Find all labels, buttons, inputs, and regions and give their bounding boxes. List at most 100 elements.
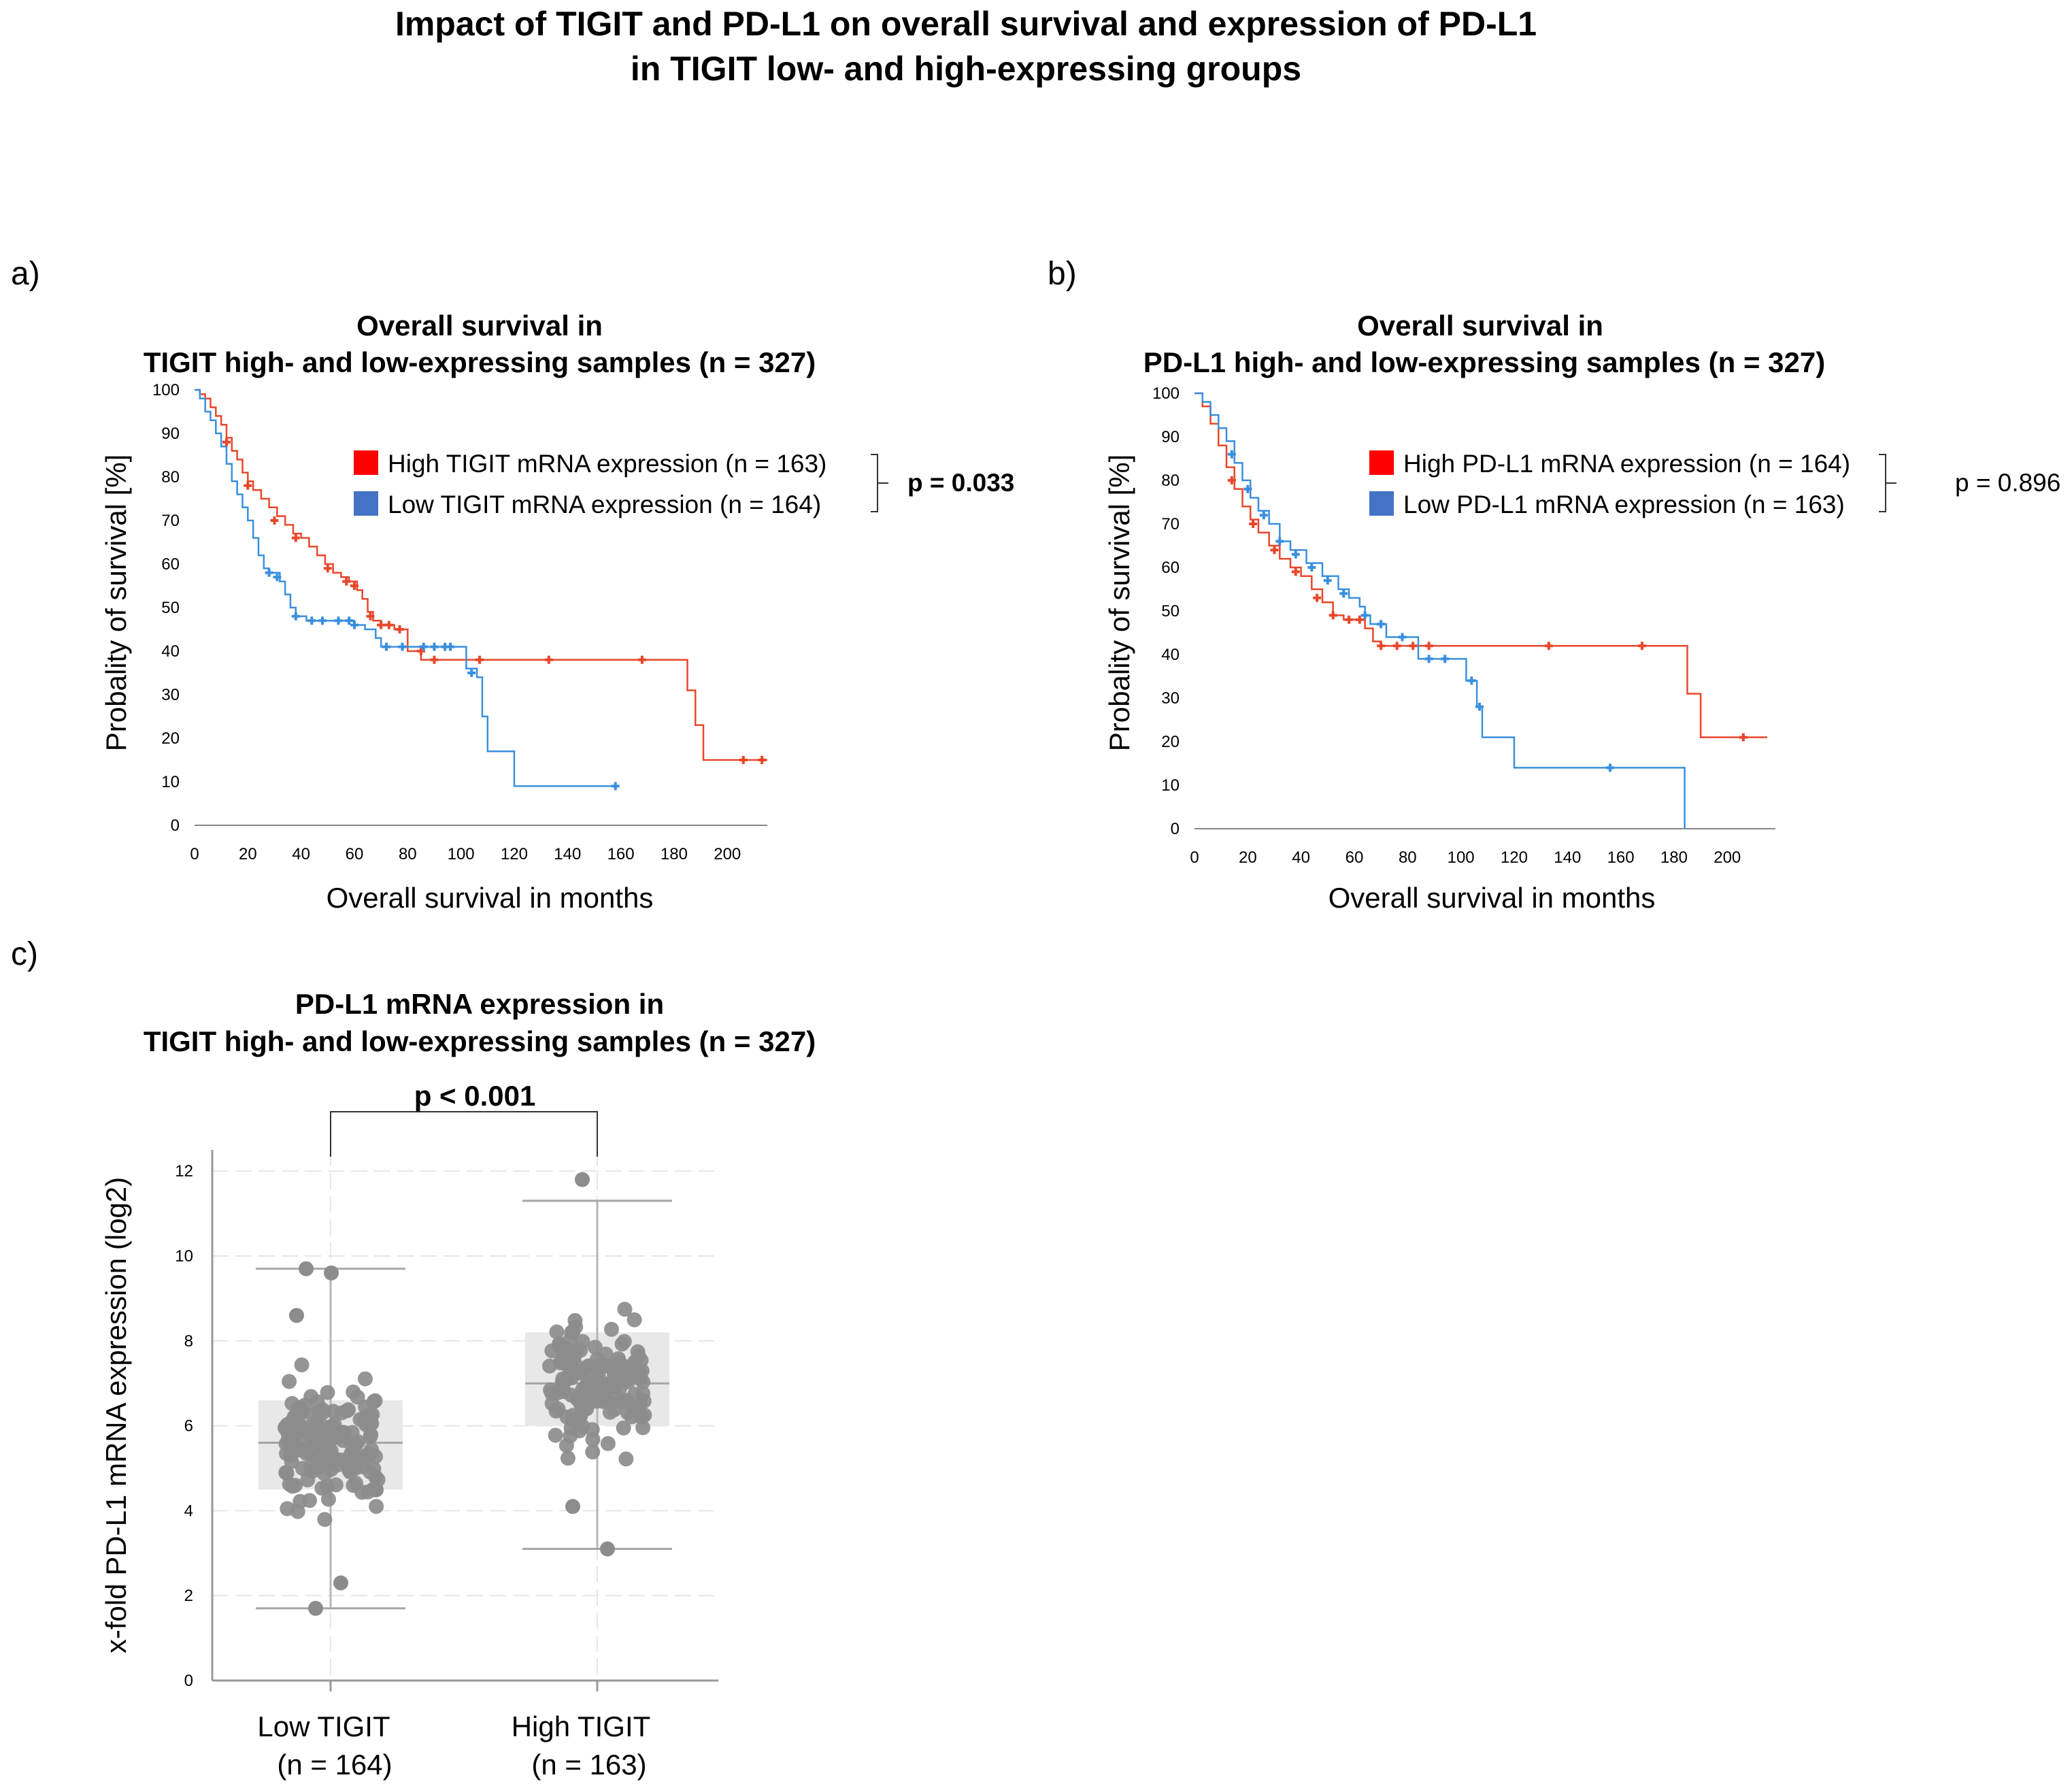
censor-mark — [430, 642, 439, 651]
panel-b-x-tick-label: 80 — [1399, 848, 1417, 867]
panel-a-x-tick-label: 80 — [399, 845, 417, 863]
panel-b-y-tick-label: 40 — [1161, 646, 1180, 664]
panel-b-survival-curves — [1194, 392, 1767, 829]
panel-b-y-tick-label: 80 — [1161, 472, 1180, 490]
data-point — [549, 1324, 565, 1340]
panel-b-title-line-1: Overall survival in — [1357, 310, 1603, 342]
data-point — [357, 1371, 373, 1387]
panel-b-censor-marks — [1227, 450, 1748, 772]
panel-label-b: b) — [1048, 256, 1077, 292]
data-point — [614, 1336, 630, 1352]
panel-c-p-value: p < 0.001 — [414, 1080, 536, 1112]
data-point — [594, 1387, 609, 1403]
figure-title-line-2: in TIGIT low- and high-expressing groups — [631, 50, 1301, 88]
data-point — [289, 1308, 304, 1323]
censor-mark — [1227, 450, 1236, 459]
panel-b-legend-label-high: High PD-L1 mRNA expression (n = 164) — [1403, 450, 1850, 478]
panel-c-y-tick-label: 2 — [184, 1587, 193, 1605]
panel-b-x-tick-label: 60 — [1346, 848, 1364, 867]
panel-c-category-low: Low TIGIT — [257, 1710, 390, 1742]
censor-mark — [1424, 642, 1433, 650]
censor-mark — [1605, 763, 1614, 772]
panel-label-a: a) — [11, 256, 40, 292]
censor-mark — [1307, 563, 1316, 572]
panel-b-legend-swatch-low — [1369, 491, 1394, 516]
data-point — [328, 1477, 344, 1493]
data-point — [312, 1457, 327, 1472]
panel-a-y-ticks: 0 10 20 30 40 50 60 70 80 90 100 — [152, 381, 180, 835]
censor-mark — [270, 516, 279, 525]
data-point — [550, 1401, 566, 1417]
data-point — [548, 1427, 563, 1443]
data-point — [320, 1385, 335, 1400]
data-point — [554, 1379, 570, 1395]
data-point — [308, 1600, 323, 1616]
panel-a-x-tick-label: 20 — [239, 845, 257, 863]
panel-b-legend-label-low: Low PD-L1 mRNA expression (n = 163) — [1403, 491, 1845, 518]
panel-a-y-tick-label: 80 — [161, 468, 180, 486]
data-point — [564, 1325, 580, 1340]
data-point — [589, 1359, 605, 1375]
data-point — [564, 1370, 580, 1386]
data-point — [600, 1436, 616, 1451]
data-point — [348, 1451, 364, 1466]
censor-mark — [342, 577, 351, 586]
censor-mark — [1544, 642, 1553, 650]
data-point — [366, 1393, 382, 1409]
panel-a-y-tick-label: 10 — [161, 773, 180, 791]
panel-a-survival-curves — [195, 388, 767, 787]
data-point — [614, 1359, 629, 1374]
data-point — [363, 1408, 378, 1423]
censor-mark — [350, 582, 358, 590]
data-point — [585, 1444, 601, 1460]
panel-a-legend-label-high: High TIGIT mRNA expression (n = 163) — [388, 450, 826, 478]
panel-a-x-ticks: 0 20 40 60 80 100 120 140 160 180 200 — [190, 845, 741, 863]
panel-a-y-tick-label: 0 — [171, 816, 180, 835]
figure-title-line-1: Impact of TIGIT and PD-L1 on overall sur… — [395, 5, 1537, 43]
data-point — [616, 1394, 631, 1410]
data-point — [554, 1352, 570, 1368]
panel-c-significance-bracket — [330, 1111, 598, 1157]
data-point — [284, 1454, 299, 1470]
panel-c-y-tick-label: 0 — [184, 1672, 193, 1690]
data-point — [284, 1478, 300, 1494]
survival-curve-low — [195, 388, 616, 787]
panel-a-x-tick-label: 60 — [346, 845, 364, 863]
panel-a-y-tick-label: 100 — [152, 381, 180, 399]
panel-b-legend-bracket — [1879, 454, 1896, 512]
data-point — [354, 1485, 370, 1500]
censor-mark — [318, 616, 327, 625]
panel-b-x-tick-label: 200 — [1714, 848, 1741, 867]
panel-a-x-tick-label: 40 — [292, 845, 310, 863]
panel-c-y-ticks: 0 2 4 6 8 10 12 — [175, 1162, 193, 1690]
censor-mark — [1323, 576, 1332, 585]
data-point — [282, 1374, 297, 1389]
data-point — [602, 1404, 618, 1420]
data-point — [324, 1265, 339, 1280]
panel-a-y-tick-label: 70 — [161, 512, 180, 530]
panel-c-y-tick-label: 6 — [184, 1417, 193, 1436]
panel-a-legend-swatch-high — [354, 450, 378, 475]
data-point — [626, 1369, 642, 1385]
survival-curve-high — [195, 388, 767, 761]
censor-mark — [1291, 550, 1300, 559]
panel-a-title-line-2: TIGIT high- and low-expressing samples (… — [144, 346, 816, 378]
panel-b-x-tick-label: 20 — [1239, 848, 1257, 867]
panel-a-y-axis-label: Probality of survival [%] — [100, 454, 132, 752]
panel-a-x-tick-label: 180 — [661, 845, 688, 863]
panel-c-category-low-n: (n = 164) — [277, 1749, 392, 1781]
data-point — [635, 1420, 651, 1436]
panel-a-x-axis-label: Overall survival in months — [327, 882, 654, 914]
data-point — [542, 1358, 558, 1374]
censor-mark — [1329, 611, 1337, 620]
censor-mark — [611, 782, 620, 791]
censor-mark — [1360, 611, 1369, 620]
panel-b-x-tick-label: 120 — [1501, 848, 1528, 867]
survival-curve-high — [1194, 392, 1767, 738]
data-point — [294, 1357, 310, 1373]
panel-b-x-tick-label: 140 — [1554, 848, 1581, 867]
censor-mark — [1739, 733, 1748, 742]
censor-mark — [350, 621, 358, 629]
panel-b-x-tick-label: 40 — [1292, 848, 1310, 867]
